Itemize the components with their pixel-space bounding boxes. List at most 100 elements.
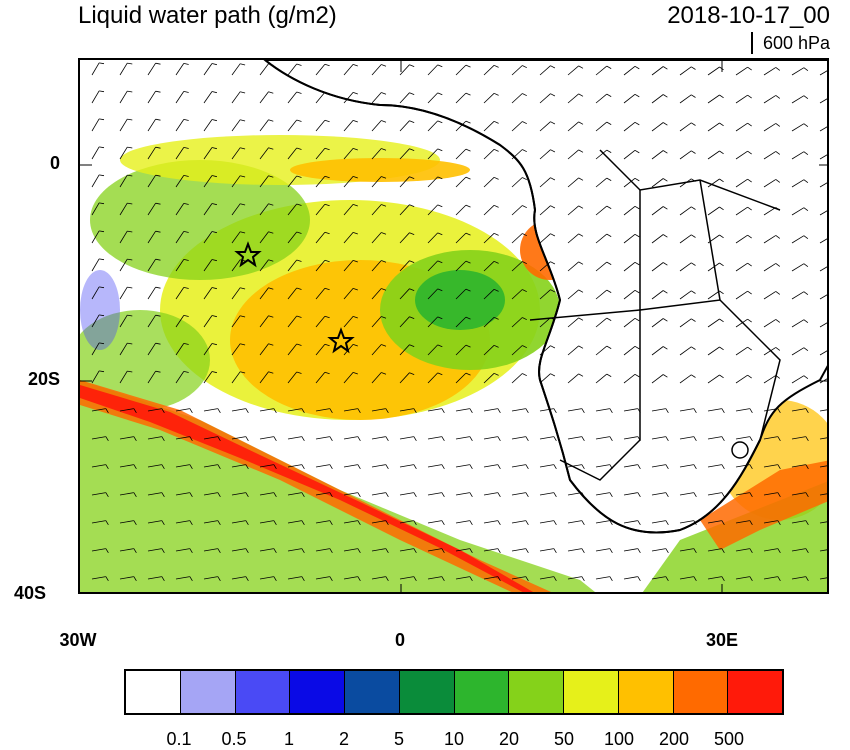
wind-barb-flag xyxy=(273,520,277,526)
wind-barb xyxy=(427,436,442,440)
wind-barb xyxy=(623,121,636,132)
wind-barb xyxy=(315,520,330,524)
star-icon xyxy=(234,241,262,268)
wind-barbs xyxy=(91,62,827,582)
wind-barb-flag xyxy=(721,464,725,470)
wind-barb-flag xyxy=(465,260,471,264)
wind-barb xyxy=(651,150,664,160)
wind-barb xyxy=(259,520,274,524)
wind-barb xyxy=(763,67,777,76)
lat-label-0: 0 xyxy=(49,153,60,173)
wind-barb xyxy=(175,315,185,328)
wind-barb xyxy=(427,64,438,76)
wind-barb xyxy=(679,576,694,580)
wind-barb xyxy=(819,322,827,328)
wind-barb-flag xyxy=(493,288,499,292)
wind-barb-flag xyxy=(381,372,387,375)
wind-barb-flag xyxy=(240,315,246,318)
wind-barb xyxy=(119,492,134,496)
wind-barb xyxy=(147,408,162,412)
wind-barb xyxy=(679,346,692,356)
wind-barb xyxy=(231,147,241,160)
wind-barb xyxy=(231,119,241,132)
wind-barb-flag xyxy=(749,436,753,442)
wind-barb-flag xyxy=(606,177,612,181)
wind-barb-flag xyxy=(550,373,556,377)
wind-barb xyxy=(567,548,582,552)
wind-barb-flag xyxy=(441,464,445,470)
wind-barb-flag xyxy=(525,576,529,582)
wind-barb-flag xyxy=(211,343,217,346)
wind-barb xyxy=(791,179,805,188)
wind-barb-flag xyxy=(662,206,668,210)
wind-barb-flag xyxy=(777,464,781,470)
wind-barb-flag xyxy=(324,259,330,263)
wind-barb xyxy=(455,120,467,132)
wind-barb-flag xyxy=(301,464,305,470)
colorbar-label: 0.1 xyxy=(166,729,192,749)
colorbar-label: 5 xyxy=(393,729,404,749)
wind-barb-flag xyxy=(749,408,753,414)
wind-barb-flag xyxy=(775,319,781,323)
wind-barb-flag xyxy=(581,408,585,414)
wind-barb-flag xyxy=(155,90,161,93)
wind-barb xyxy=(735,94,748,104)
wind-barb-flag xyxy=(634,317,640,322)
wind-barb-flag xyxy=(324,287,330,291)
wind-barb xyxy=(231,91,241,104)
wind-barb-flag xyxy=(634,149,640,154)
wind-barb xyxy=(287,147,298,160)
colorbar xyxy=(124,669,784,715)
wind-barb-flag xyxy=(441,492,445,498)
wind-barb-flag xyxy=(409,176,415,179)
wind-barb xyxy=(791,95,805,104)
wind-barb xyxy=(539,233,551,244)
wind-barb-flag xyxy=(329,464,333,470)
wind-barb xyxy=(91,464,106,468)
wind-barb-flag xyxy=(155,258,161,261)
wind-barb-flag xyxy=(133,464,137,470)
wind-barb xyxy=(539,93,551,104)
wind-barb-flag xyxy=(469,436,473,442)
wind-barb-flag xyxy=(581,436,585,442)
wind-barb-flag xyxy=(803,95,809,100)
wind-barb-flag xyxy=(127,118,133,121)
wind-barb xyxy=(203,548,218,552)
wind-barb xyxy=(203,231,213,244)
wind-barb xyxy=(763,347,777,356)
wind-barb xyxy=(819,549,827,552)
wind-barb-flag xyxy=(324,315,330,319)
wind-barb-flag xyxy=(749,576,753,582)
wind-barb-flag xyxy=(803,319,809,324)
wind-barb xyxy=(651,206,664,216)
wind-barb-flag xyxy=(606,121,612,125)
wind-barb-flag xyxy=(211,259,217,262)
wind-barb-flag xyxy=(183,175,189,177)
wind-barb-flag xyxy=(525,436,529,442)
wind-barb xyxy=(231,548,246,552)
wind-barb-flag xyxy=(155,146,161,149)
wind-barb-flag xyxy=(99,230,105,233)
wind-barb-flag xyxy=(662,234,668,238)
wind-barb xyxy=(371,232,382,244)
wind-barb xyxy=(483,261,495,272)
wind-barb xyxy=(203,464,218,468)
wind-barb xyxy=(399,148,410,160)
wind-barb xyxy=(259,343,269,356)
wind-barb xyxy=(819,126,827,132)
wind-barb-flag xyxy=(127,62,133,65)
wind-barb xyxy=(707,436,722,440)
wind-barb xyxy=(91,314,100,328)
wind-barb-flag xyxy=(127,314,133,317)
wind-barb-flag xyxy=(637,548,641,554)
wind-barb xyxy=(427,148,438,160)
wind-barb xyxy=(315,287,326,300)
wind-barb xyxy=(399,92,410,104)
wind-barb xyxy=(539,345,551,356)
wind-barb-flag xyxy=(352,148,358,151)
wind-barb xyxy=(175,371,185,384)
wind-barb xyxy=(119,548,134,552)
wind-barb-flag xyxy=(381,64,387,67)
wind-barb-flag xyxy=(324,343,330,347)
wind-barb-flag xyxy=(749,520,753,526)
